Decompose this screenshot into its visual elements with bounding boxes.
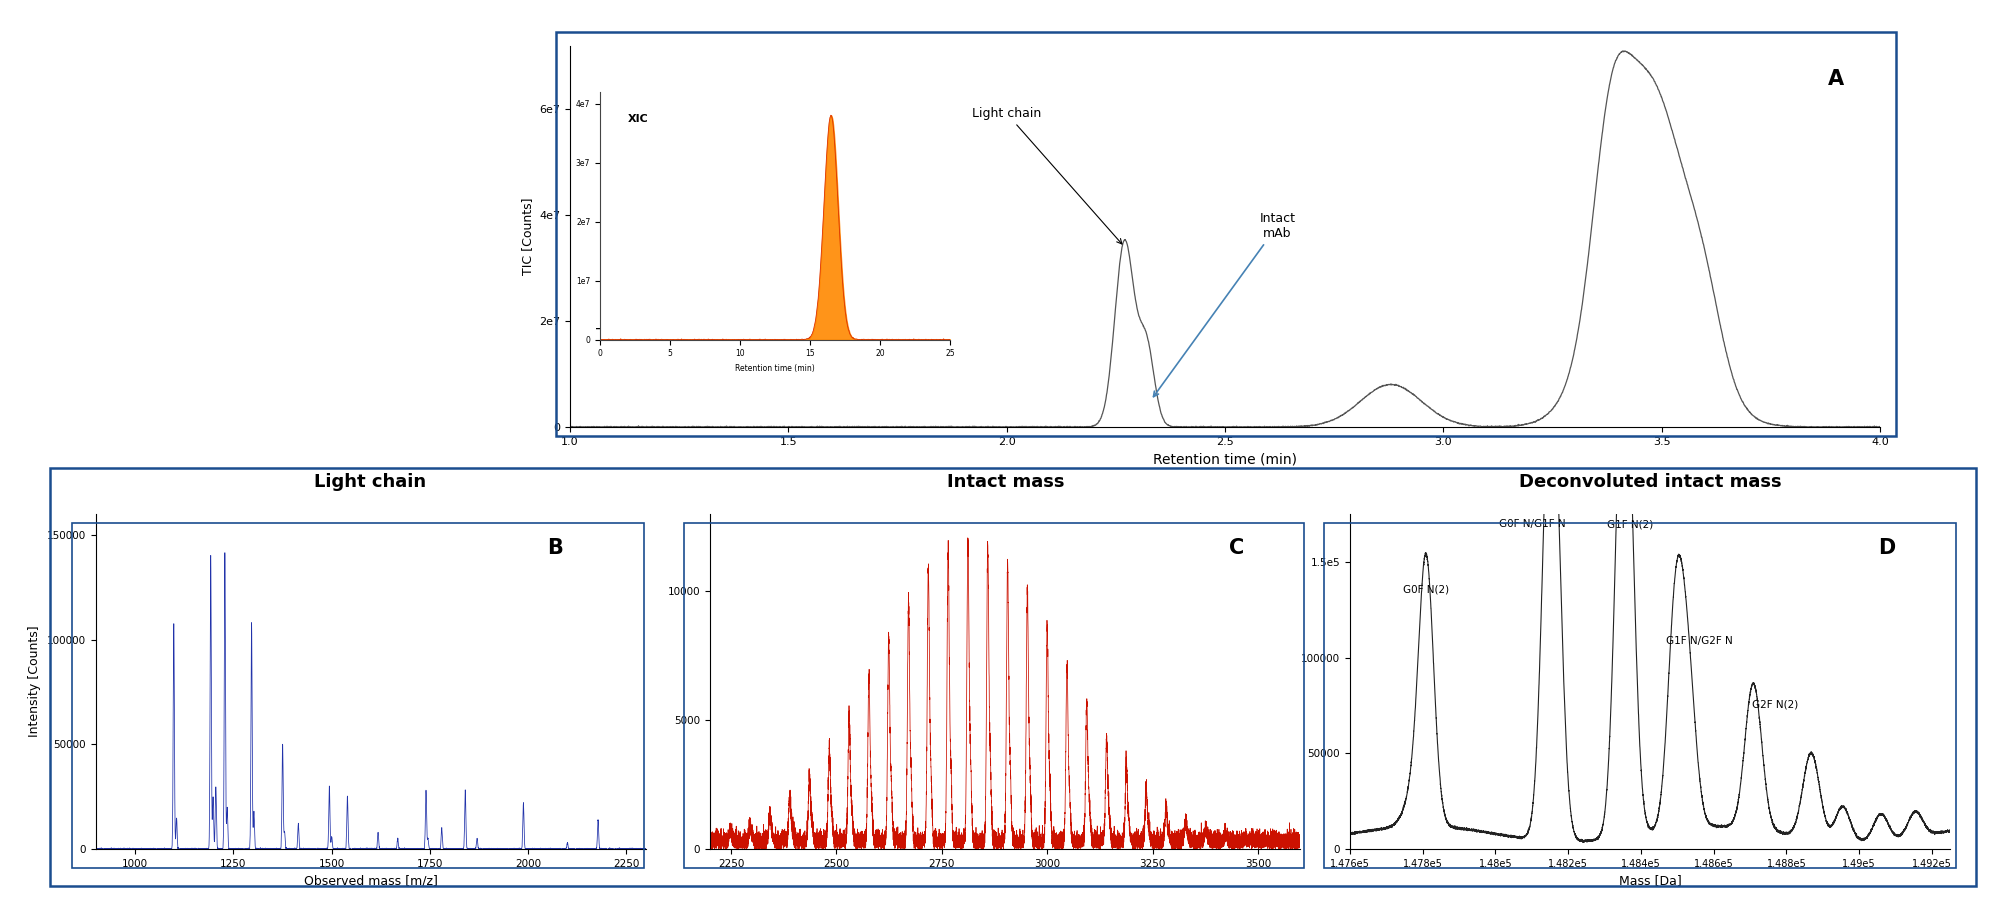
Text: G0F N(2): G0F N(2)	[1404, 585, 1450, 595]
X-axis label: Observed mass [m/z]: Observed mass [m/z]	[304, 875, 438, 888]
Text: TIC: TIC	[596, 328, 620, 343]
Text: Intact
mAb: Intact mAb	[1154, 212, 1296, 397]
Y-axis label: TIC [Counts]: TIC [Counts]	[520, 197, 534, 275]
Text: D: D	[1878, 538, 1896, 558]
X-axis label: Retention time (min): Retention time (min)	[736, 364, 814, 373]
X-axis label: Mass [Da]: Mass [Da]	[1618, 875, 1682, 888]
Text: Deconvoluted intact mass: Deconvoluted intact mass	[1518, 473, 1782, 490]
Y-axis label: Intensity [Counts]: Intensity [Counts]	[28, 626, 42, 737]
X-axis label: Retention time (min): Retention time (min)	[1152, 453, 1296, 466]
Text: G2F N(2): G2F N(2)	[1752, 700, 1798, 710]
Text: A: A	[1828, 69, 1844, 89]
Text: XIC: XIC	[628, 114, 648, 124]
Text: G1F N(2): G1F N(2)	[1606, 520, 1654, 530]
Text: G1F N/G2F N: G1F N/G2F N	[1666, 636, 1732, 646]
Text: Light chain: Light chain	[314, 473, 426, 490]
Text: Light chain: Light chain	[972, 107, 1122, 244]
Text: C: C	[1230, 538, 1244, 558]
Text: B: B	[548, 538, 562, 558]
Text: G0F N/G1F N: G0F N/G1F N	[1498, 520, 1566, 530]
Text: Intact mass: Intact mass	[948, 473, 1064, 490]
